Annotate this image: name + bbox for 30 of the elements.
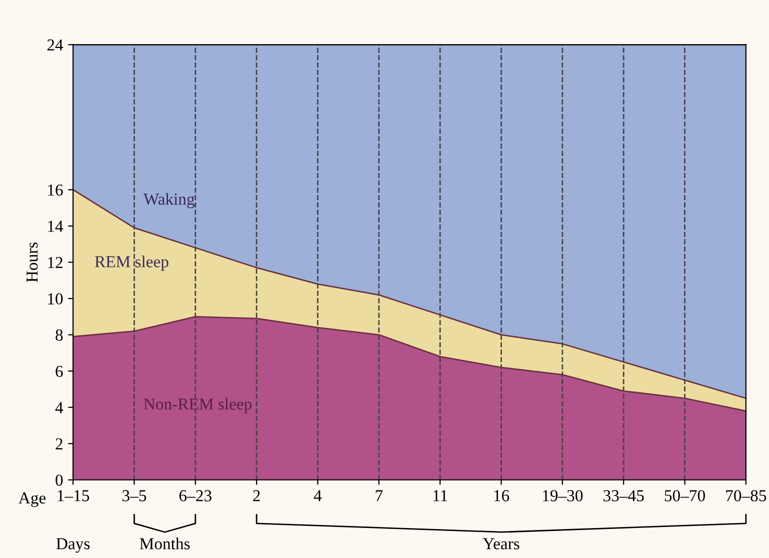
text: Days: [56, 538, 90, 553]
series-label: REM sleep: [94, 256, 168, 271]
x-tick-label: 33–45: [604, 490, 644, 502]
text: Months: [140, 538, 190, 550]
text: Years: [482, 538, 520, 550]
series-label: Non-REM sleep: [144, 398, 252, 414]
y-tick-label: 24: [47, 39, 64, 50]
x-tick-label: 1–15: [58, 490, 90, 502]
y-tick-label: 0: [56, 474, 63, 486]
y-tick-label: 2: [56, 438, 62, 450]
x-tick-label: 19–30: [543, 490, 583, 502]
y-tick-label: 4: [55, 402, 64, 414]
x-tick-label: 2: [253, 490, 260, 502]
y-tick-label: 8: [56, 330, 63, 341]
x-tick-label: 70–85: [726, 490, 766, 502]
x-tick-label: 4: [314, 490, 322, 502]
y-tick-label: 14: [48, 220, 64, 232]
text: Age: [18, 492, 46, 508]
y-tick-label: 10: [48, 293, 63, 304]
y-axis-title: Hours: [26, 242, 38, 282]
x-tick-label: 16: [494, 490, 510, 502]
x-tick-label: 3–5: [122, 490, 146, 502]
series-label: Waking: [143, 193, 195, 208]
x-tick-label: 50–70: [664, 490, 705, 502]
y-tick-label: 12: [48, 257, 62, 268]
x-tick-label: 11: [434, 490, 448, 502]
x-tick-label: 6–23: [179, 490, 212, 502]
x-tick-label: 7: [376, 490, 383, 502]
y-tick-label: 6: [56, 366, 63, 378]
y-tick-label: 16: [48, 184, 63, 196]
